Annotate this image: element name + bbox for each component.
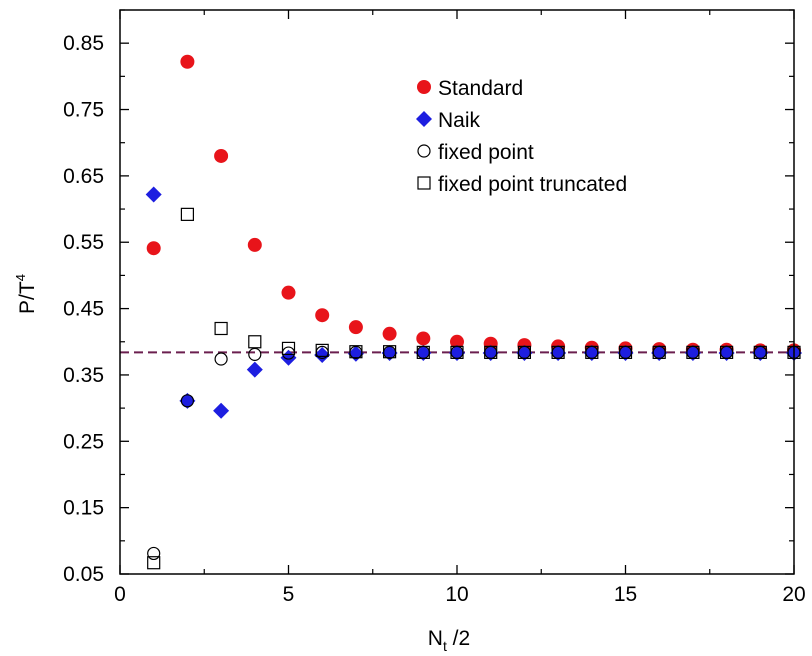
data-point-standard — [180, 54, 195, 69]
y-axis-title: P/T4 — [13, 274, 39, 314]
data-point-fixed-point-truncated — [180, 207, 194, 221]
legend-marker-fixed-point-truncated — [417, 176, 431, 190]
legend-label-standard: Standard — [438, 77, 523, 100]
y-tick-label: 0.45 — [63, 298, 104, 321]
data-point-standard — [281, 285, 296, 300]
y-axis-title-main: P/T — [16, 281, 39, 314]
data-point-fixed-point — [214, 352, 228, 366]
data-point-standard — [382, 326, 397, 341]
y-tick-label: 0.75 — [63, 99, 104, 122]
x-tick-label: 5 — [283, 583, 295, 606]
legend-label-fixed-point: fixed point — [438, 141, 534, 164]
series-naik — [145, 186, 802, 419]
y-tick-label: 0.05 — [63, 563, 104, 586]
x-axis-title-suffix: /2 — [447, 627, 470, 650]
data-point-fixed-point-truncated — [315, 343, 329, 357]
y-tick-label: 0.15 — [63, 497, 104, 520]
data-point-fixed-point-truncated — [248, 335, 262, 349]
data-point-fixed-point-truncated — [349, 345, 363, 359]
data-point-fixed-point-truncated — [383, 345, 397, 359]
data-point-fixed-point-truncated — [416, 345, 430, 359]
legend-marker-fixed-point — [417, 144, 431, 158]
data-point-standard — [247, 237, 262, 252]
data-point-naik — [280, 349, 297, 366]
x-axis-title-main: N — [428, 627, 443, 650]
series-fixed-point-truncated — [147, 207, 801, 570]
data-point-fixed-point-truncated — [281, 341, 296, 355]
y-tick-label: 0.65 — [63, 165, 104, 188]
series-fixed-point — [147, 345, 801, 561]
series-standard — [146, 54, 801, 358]
x-axis-title: Nt /2 — [428, 627, 470, 654]
data-point-fixed-point-truncated — [147, 556, 161, 570]
y-axis-title-superscript: 4 — [13, 274, 28, 281]
data-point-fixed-point-truncated — [585, 345, 599, 359]
axis-ticks: 0 5 10 15 20 0.05 0.15 0.25 0.35 0.45 0.55 0.65 0.75… — [63, 9, 806, 606]
data-point-standard — [214, 148, 229, 163]
y-tick-label: 0.85 — [63, 32, 104, 55]
data-point-fixed-point-truncated — [517, 345, 532, 359]
x-axis-title-subscript: t — [443, 638, 447, 654]
x-tick-label: 20 — [782, 583, 805, 606]
y-tick-label: 0.25 — [63, 430, 104, 453]
data-point-naik — [246, 361, 263, 378]
data-point-fixed-point-truncated — [652, 345, 666, 359]
legend-marker-standard — [417, 80, 431, 94]
data-point-fixed-point-truncated — [214, 321, 228, 336]
data-point-naik — [145, 186, 162, 203]
data-point-standard — [146, 241, 161, 256]
data-point-fixed-point-truncated — [753, 345, 767, 359]
y-tick-label: 0.35 — [63, 364, 104, 387]
data-point-fixed-point-truncated — [484, 345, 498, 359]
data-point-naik — [213, 402, 230, 419]
x-tick-label: 10 — [445, 583, 468, 606]
data-point-fixed-point-truncated — [450, 345, 464, 359]
plot-area — [120, 54, 802, 570]
data-point-fixed-point-truncated — [618, 345, 633, 359]
data-point-standard — [450, 334, 464, 349]
legend: Standard Naik fixed point fixed point trunc… — [416, 77, 627, 196]
x-tick-label: 15 — [614, 583, 637, 606]
data-point-fixed-point — [180, 394, 194, 408]
legend-marker-naik — [416, 111, 432, 127]
data-point-naik — [314, 347, 331, 364]
data-point-fixed-point — [248, 347, 262, 361]
data-point-standard — [348, 320, 363, 335]
x-tick-label: 0 — [114, 583, 126, 606]
data-point-fixed-point — [147, 546, 161, 561]
data-point-fixed-point-truncated — [686, 345, 700, 359]
data-point-fixed-point-truncated — [719, 345, 734, 359]
legend-label-fixed-point-truncated: fixed point truncated — [438, 173, 627, 196]
y-tick-label: 0.55 — [63, 231, 104, 254]
data-point-standard — [416, 331, 431, 346]
legend-label-naik: Naik — [438, 109, 481, 132]
data-point-fixed-point-truncated — [551, 345, 565, 359]
data-point-standard — [315, 308, 330, 323]
